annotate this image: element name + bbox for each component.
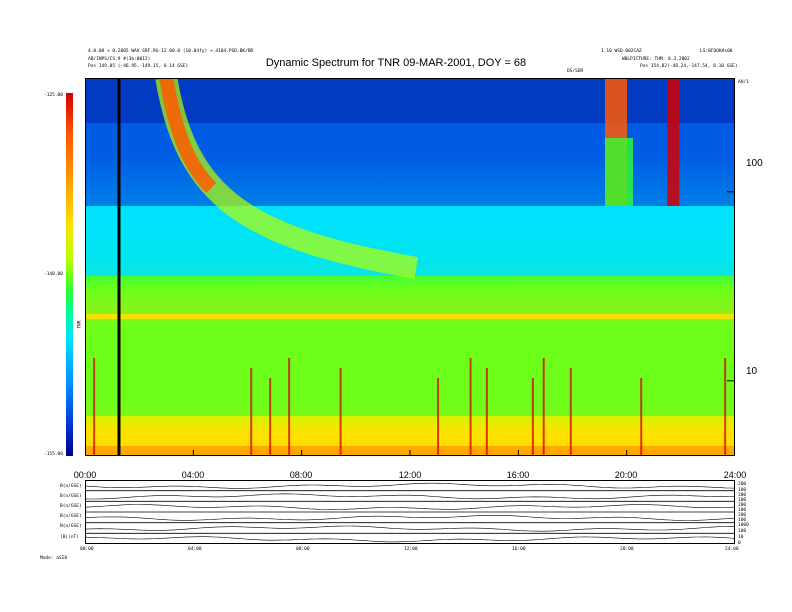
magnetic-field-panels xyxy=(85,480,735,544)
type3-burst-core xyxy=(159,78,217,193)
spike-9 xyxy=(542,358,545,456)
x-tick-0800: 08:00 xyxy=(289,470,313,480)
lower-right-label-6: 200 xyxy=(738,513,747,518)
spectrogram-svg xyxy=(85,78,735,456)
lower-x-tick-2: 08:00 xyxy=(296,547,310,552)
panel-trace-0 xyxy=(85,482,735,489)
spike-3 xyxy=(288,358,291,456)
panel-trace-3 xyxy=(85,515,735,521)
spike-11 xyxy=(640,378,643,456)
band-1-lower xyxy=(605,138,633,206)
header-mid-label: DS/SDR xyxy=(567,69,584,74)
colorbar xyxy=(66,93,73,456)
lower-left-label-2: B(n/GSE) xyxy=(60,504,82,509)
chart-title: Dynamic Spectrum for TNR 09-MAR-2001, DO… xyxy=(265,57,527,69)
lower-x-tick-1: 04:00 xyxy=(188,547,202,552)
spectrogram xyxy=(85,78,735,456)
panel-trace-4 xyxy=(85,525,735,532)
header-left-line3: Pos 149.05 (-46.95,-149.15, 8.14 GSE) xyxy=(88,64,189,69)
lower-right-label-11: 0 xyxy=(738,541,741,546)
lower-right-label-0: 200 xyxy=(738,482,747,487)
x-tick-0000: 00:00 xyxy=(73,470,97,480)
lower-x-tick-3: 12:00 xyxy=(404,547,418,552)
panel-trace-2 xyxy=(85,504,735,510)
lower-right-label-5: 100 xyxy=(738,508,747,513)
colorbar-unit-label: TNR xyxy=(77,320,83,329)
colorbar-tick-bottom: -155.00 xyxy=(44,452,63,457)
lower-right-label-1: 100 xyxy=(738,488,747,493)
emission-line xyxy=(85,314,735,319)
spike-7 xyxy=(485,368,488,456)
spike-4 xyxy=(339,368,342,456)
lower-right-label-4: 200 xyxy=(738,503,747,508)
footer-mode: Mode: aSI8 xyxy=(40,556,68,561)
lower-right-label-9: 100 xyxy=(738,529,747,534)
header-right-line3: Pos 154.82(-48.24,-147.54, 8.10 GSE) xyxy=(640,64,738,69)
lower-x-tick-4: 16:00 xyxy=(512,547,526,552)
y-tick-100: 100 xyxy=(746,158,763,169)
lower-right-label-2: 200 xyxy=(738,493,747,498)
header-left-line1: 4.0.08 + 0.2005 WAV.SRF.RG-12.00.0 (10.0… xyxy=(88,49,254,54)
band-2 xyxy=(667,78,680,206)
spike-12 xyxy=(724,358,727,456)
x-tick-1600: 16:00 xyxy=(506,470,530,480)
green-band xyxy=(85,276,735,416)
panel-trace-1 xyxy=(85,493,735,500)
lower-right-label-3: 100 xyxy=(738,498,747,503)
colorbar-tick-top: -125.00 xyxy=(44,93,63,98)
header-right-line1: 1.10 WSD-002CAZ xyxy=(601,49,642,54)
lower-right-label-10: 10 xyxy=(738,535,744,540)
lower-left-label-1: B(n/GSE) xyxy=(60,494,82,499)
corner-label: AH/1 xyxy=(738,80,749,85)
x-tick-0400: 04:00 xyxy=(181,470,205,480)
lower-x-tick-0: 00:00 xyxy=(80,547,94,552)
spike-0 xyxy=(93,358,96,456)
x-tick-2400: 24:00 xyxy=(723,470,747,480)
lower-right-label-7: 100 xyxy=(738,518,747,523)
lower-x-tick-6: 24:00 xyxy=(725,547,739,552)
header-far-right: LS:BFOOK#s00 xyxy=(700,49,733,54)
spike-2 xyxy=(269,378,272,456)
colorbar-tick-mid: -140.00 xyxy=(44,272,63,277)
data-gap-line xyxy=(117,78,121,456)
panel-trace-5 xyxy=(85,536,735,543)
lower-left-label-0: B(n/GSE) xyxy=(60,484,82,489)
lower-right-label-8: 1000 xyxy=(738,523,749,528)
spike-6 xyxy=(469,358,472,456)
lower-x-tick-5: 20:00 xyxy=(620,547,634,552)
x-tick-2000: 20:00 xyxy=(614,470,638,480)
lower-left-label-5: |B|(nT) xyxy=(60,535,79,540)
lower-left-label-3: B(n/GSE) xyxy=(60,514,82,519)
spike-8 xyxy=(531,378,534,456)
header-left-line2: AB/INPS/CS.9 #(3b:0012) xyxy=(88,57,151,62)
spike-1 xyxy=(250,368,253,456)
spike-5 xyxy=(437,378,440,456)
x-tick-1200: 12:00 xyxy=(398,470,422,480)
y-tick-10: 10 xyxy=(746,366,758,377)
spike-10 xyxy=(569,368,572,456)
lower-left-label-4: N(n/GSE) xyxy=(60,524,82,529)
header-right-line2: WBLPICTURE: THM: 8.3.2002 xyxy=(622,57,690,62)
magnetic-field-svg xyxy=(85,480,735,544)
